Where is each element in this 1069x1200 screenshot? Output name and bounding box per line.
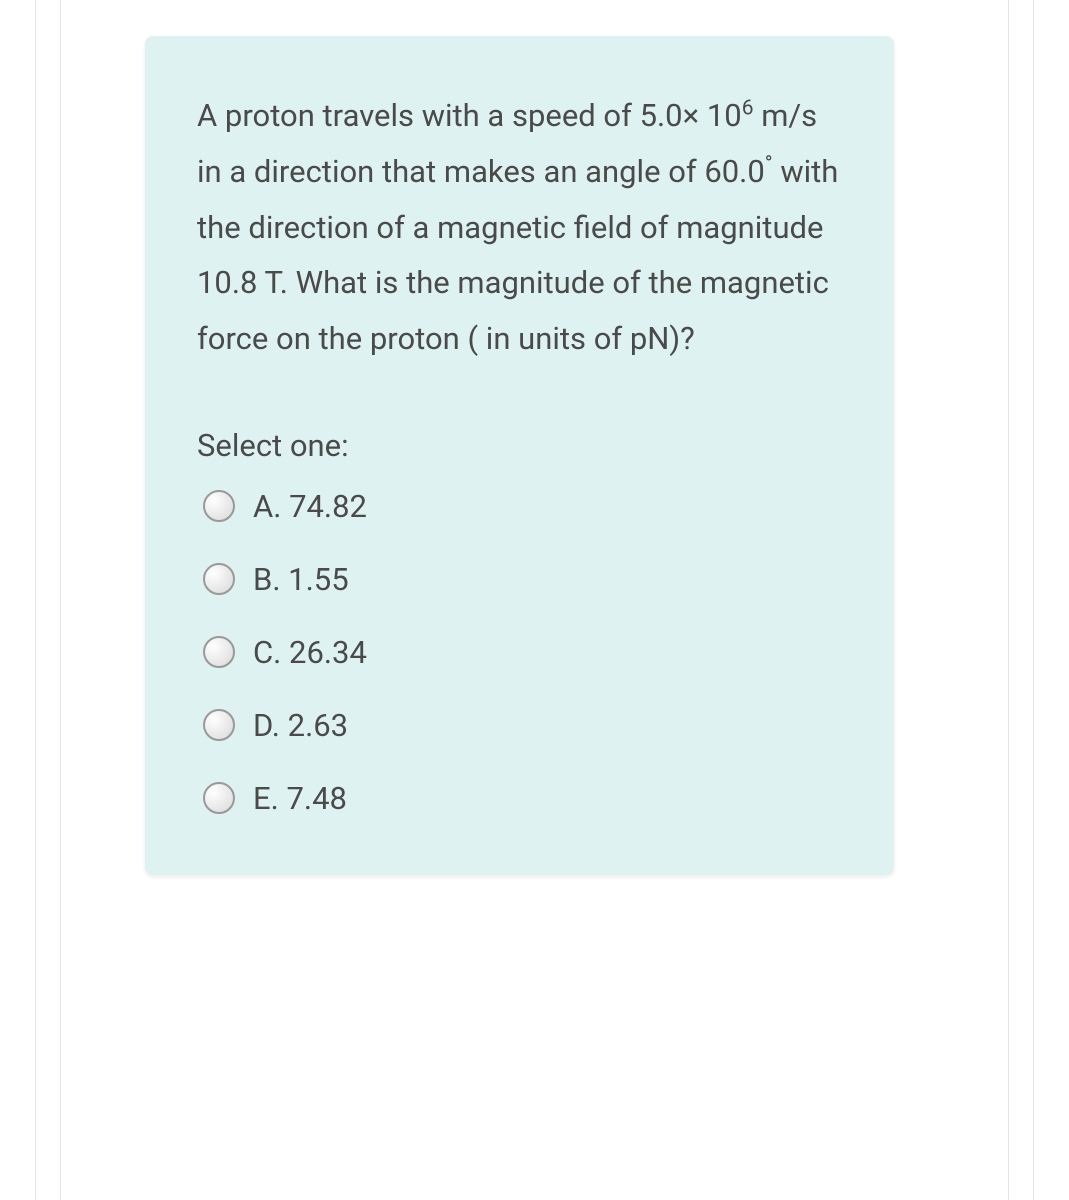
option-e-label: E. 7.48 [253,780,347,817]
radio-c[interactable] [203,636,235,668]
option-c-label: C. 26.34 [253,634,367,671]
times-symbol: × [683,97,700,134]
degree-symbol: ° [765,152,773,176]
option-c[interactable]: C. 26.34 [197,634,846,671]
option-b[interactable]: B. 1.55 [197,561,846,598]
option-d-label: D. 2.63 [253,707,348,744]
option-a-label: A. 74.82 [253,488,367,525]
question-card: A proton travels with a speed of 5.0× 10… [145,36,894,875]
option-e[interactable]: E. 7.48 [197,780,846,817]
options-list: A. 74.82 B. 1.55 C. 26.34 D. 2.63 E. 7.4… [197,488,846,817]
option-a[interactable]: A. 74.82 [197,488,846,525]
radio-a[interactable] [203,490,235,522]
select-prompt: Select one: [197,427,846,464]
option-d[interactable]: D. 2.63 [197,707,846,744]
option-b-label: B. 1.55 [253,561,349,598]
radio-b[interactable] [203,563,235,595]
text-part-2: 10 [699,97,742,134]
exponent: 6 [742,97,754,121]
question-text: A proton travels with a speed of 5.0× 10… [197,88,846,367]
radio-e[interactable] [203,782,235,814]
text-part-1: A proton travels with a speed of 5.0 [197,97,683,134]
radio-d[interactable] [203,709,235,741]
